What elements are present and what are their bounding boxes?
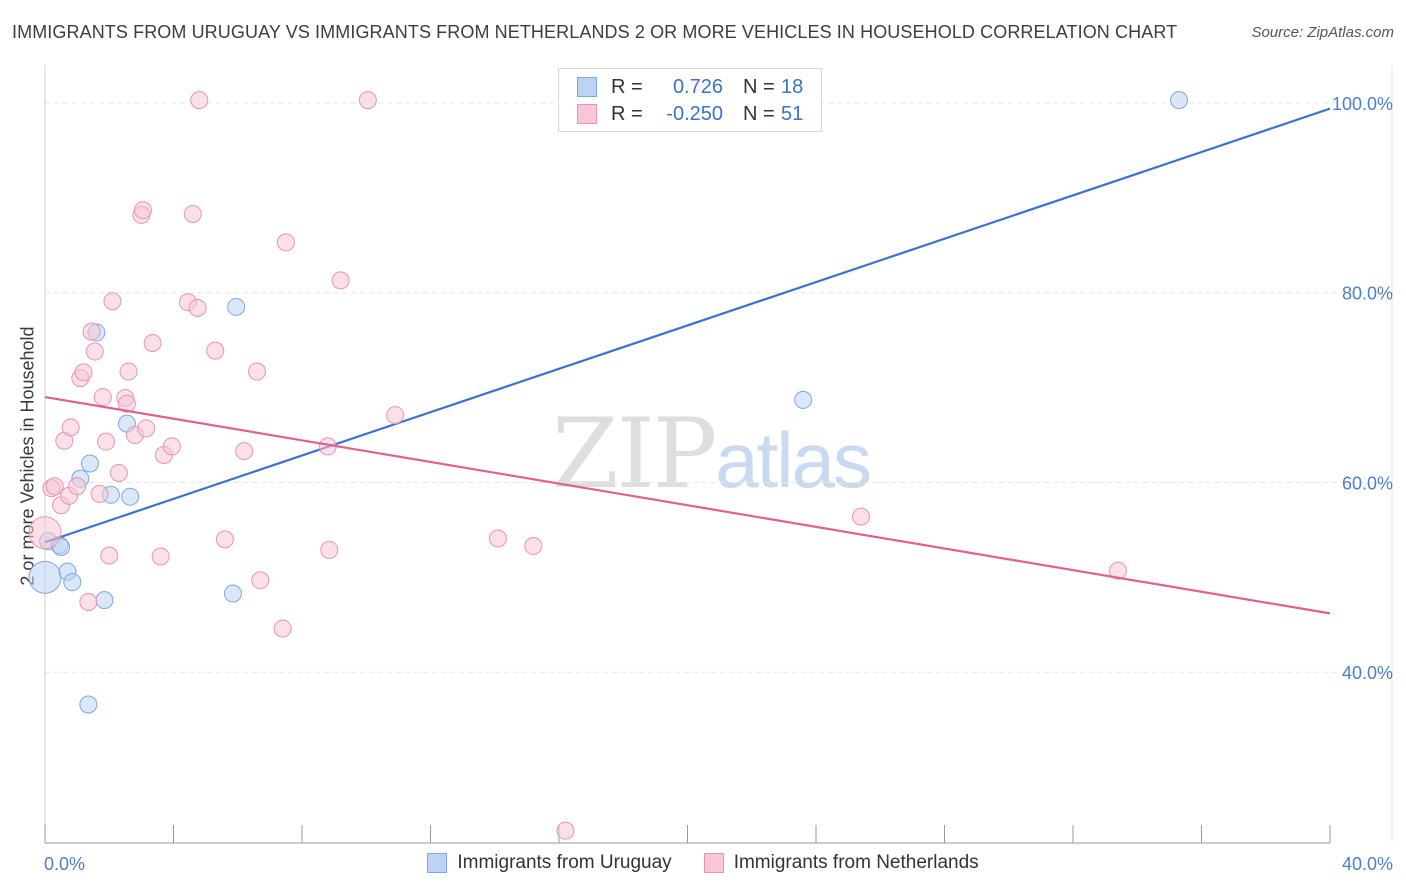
series-legend: Immigrants from Uruguay Immigrants from … bbox=[0, 852, 1406, 874]
y-tick-label: 100.0% bbox=[1332, 94, 1393, 114]
point-netherlands bbox=[103, 292, 122, 311]
point-uruguay bbox=[1170, 91, 1189, 110]
y-tick-label: 40.0% bbox=[1342, 663, 1393, 683]
point-netherlands bbox=[137, 419, 156, 438]
point-netherlands bbox=[85, 342, 104, 361]
series-label-netherlands: Immigrants from Netherlands bbox=[733, 852, 979, 873]
point-netherlands bbox=[151, 547, 170, 566]
watermark: ZIPatlas bbox=[552, 398, 872, 510]
legend-r-label: R = bbox=[611, 102, 643, 125]
point-netherlands bbox=[119, 362, 138, 381]
x-tick-label: 40.0% bbox=[1342, 854, 1393, 874]
point-uruguay bbox=[79, 695, 98, 714]
point-netherlands bbox=[524, 537, 543, 556]
point-uruguay bbox=[794, 390, 813, 409]
point-netherlands bbox=[109, 463, 128, 482]
point-netherlands bbox=[133, 201, 152, 220]
point-netherlands bbox=[100, 546, 119, 565]
point-netherlands bbox=[28, 516, 62, 550]
legend-row-uruguay: R = 0.726 N = 18 bbox=[577, 74, 803, 100]
series-swatch-uruguay bbox=[427, 853, 448, 873]
point-netherlands bbox=[183, 204, 202, 223]
point-netherlands bbox=[320, 540, 339, 559]
legend-n-value: 18 bbox=[781, 75, 804, 98]
point-netherlands bbox=[248, 362, 267, 381]
point-netherlands bbox=[117, 394, 136, 413]
legend-swatch-uruguay bbox=[577, 77, 597, 97]
point-netherlands bbox=[556, 821, 575, 840]
series-legend-netherlands: Immigrants from Netherlands bbox=[703, 852, 979, 874]
series-label-uruguay: Immigrants from Uruguay bbox=[457, 852, 672, 873]
point-netherlands bbox=[331, 271, 350, 290]
point-netherlands bbox=[61, 418, 80, 437]
point-uruguay bbox=[227, 297, 246, 316]
point-netherlands bbox=[273, 619, 292, 638]
trend-line-netherlands bbox=[44, 395, 1331, 615]
point-netherlands bbox=[97, 432, 116, 451]
point-netherlands bbox=[358, 91, 377, 110]
legend-row-netherlands: R = -0.250 N = 51 bbox=[577, 101, 803, 127]
point-netherlands bbox=[162, 437, 181, 456]
legend-r-value: 0.726 bbox=[672, 75, 723, 98]
point-netherlands bbox=[79, 593, 98, 612]
legend-n-label: N = bbox=[743, 75, 775, 98]
legend-r-value: -0.250 bbox=[666, 102, 723, 125]
source-label: Source: ZipAtlas.com bbox=[1251, 24, 1394, 41]
series-legend-uruguay: Immigrants from Uruguay bbox=[427, 852, 672, 874]
correlation-legend: R = 0.726 N = 18 R = -0.250 N = 51 bbox=[558, 68, 822, 132]
point-netherlands bbox=[190, 91, 209, 110]
point-netherlands bbox=[68, 477, 87, 496]
point-netherlands bbox=[90, 484, 109, 503]
point-netherlands bbox=[851, 507, 870, 526]
point-uruguay bbox=[63, 573, 82, 592]
point-netherlands bbox=[386, 406, 405, 425]
watermark-atlas: atlas bbox=[715, 416, 872, 504]
watermark-zip: ZIP bbox=[552, 398, 717, 510]
point-netherlands bbox=[235, 442, 254, 461]
legend-n-label: N = bbox=[743, 102, 775, 125]
legend-r-label: R = bbox=[611, 75, 643, 98]
y-tick-label: 80.0% bbox=[1342, 284, 1393, 304]
point-netherlands bbox=[206, 341, 225, 360]
point-netherlands bbox=[143, 333, 162, 352]
point-netherlands bbox=[93, 388, 112, 407]
point-netherlands bbox=[74, 363, 93, 382]
point-uruguay bbox=[28, 560, 62, 594]
series-swatch-netherlands bbox=[703, 853, 724, 873]
point-uruguay bbox=[121, 487, 140, 506]
legend-n-value: 51 bbox=[781, 102, 804, 125]
point-uruguay bbox=[223, 584, 242, 603]
point-netherlands bbox=[251, 571, 270, 590]
point-netherlands bbox=[82, 322, 101, 341]
point-uruguay bbox=[95, 591, 114, 610]
point-netherlands bbox=[45, 477, 64, 496]
point-netherlands bbox=[188, 298, 207, 317]
y-tick-label: 60.0% bbox=[1342, 473, 1393, 493]
point-netherlands bbox=[488, 529, 507, 548]
x-tick-label: 0.0% bbox=[44, 854, 85, 874]
point-uruguay bbox=[80, 454, 99, 473]
trend-line-uruguay bbox=[44, 107, 1331, 544]
point-netherlands bbox=[276, 233, 295, 252]
point-netherlands bbox=[215, 530, 234, 549]
legend-swatch-netherlands bbox=[577, 104, 597, 124]
point-netherlands bbox=[1108, 561, 1127, 580]
chart-title: IMMIGRANTS FROM URUGUAY VS IMMIGRANTS FR… bbox=[12, 22, 1178, 42]
